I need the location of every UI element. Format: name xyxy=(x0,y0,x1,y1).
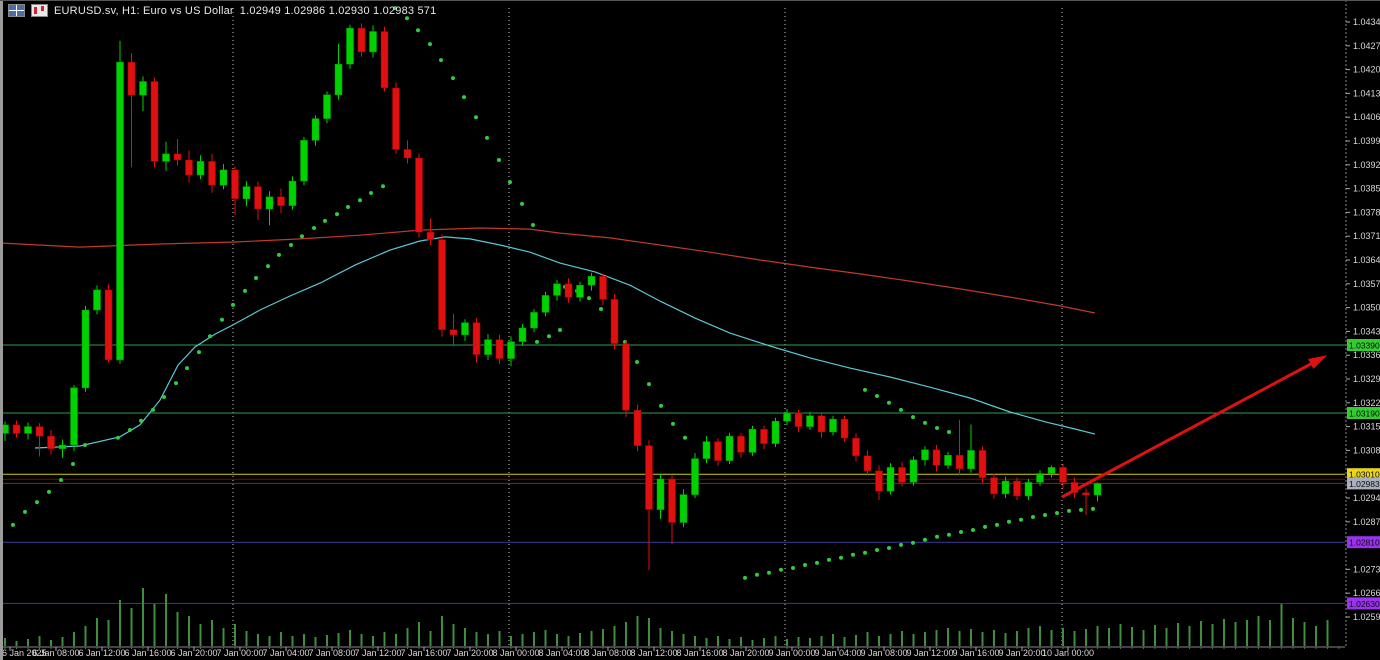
svg-text:1.03150: 1.03150 xyxy=(1353,422,1380,432)
price-badge xyxy=(1347,339,1380,351)
svg-text:1.03920: 1.03920 xyxy=(1353,160,1380,170)
time-label: 9 Jan 16:00 xyxy=(952,648,999,658)
price-badge xyxy=(1347,477,1380,490)
svg-text:1.03500: 1.03500 xyxy=(1353,303,1380,313)
time-label: 8 Jan 20:00 xyxy=(722,648,769,658)
price-badge xyxy=(1347,597,1380,610)
symbol-title: EURUSD.sv, H1: Euro vs US Dollar xyxy=(54,4,234,17)
svg-text:1.02590: 1.02590 xyxy=(1353,612,1380,622)
time-label: 7 Jan 16:00 xyxy=(400,648,447,658)
price-badge xyxy=(1347,468,1380,481)
svg-text:1.02983: 1.02983 xyxy=(1349,479,1380,489)
candlestick-series xyxy=(1,23,1102,571)
candlestick-icon[interactable] xyxy=(31,4,48,17)
svg-text:1.03220: 1.03220 xyxy=(1353,398,1380,408)
time-label: 7 Jan 20:00 xyxy=(446,648,493,658)
time-label: 9 Jan 08:00 xyxy=(860,648,907,658)
sar-dots xyxy=(11,6,1095,580)
svg-text:1.04130: 1.04130 xyxy=(1353,88,1380,98)
svg-text:1.03080: 1.03080 xyxy=(1353,445,1380,455)
svg-text:1.03990: 1.03990 xyxy=(1353,136,1380,146)
volume-series xyxy=(4,588,1329,646)
svg-text:1.04270: 1.04270 xyxy=(1353,41,1380,51)
price-badge xyxy=(1347,536,1380,549)
time-label: 10 Jan 00:00 xyxy=(1042,648,1094,658)
svg-text:1.03850: 1.03850 xyxy=(1353,184,1380,194)
svg-text:1.03710: 1.03710 xyxy=(1353,231,1380,241)
svg-text:1.02940: 1.02940 xyxy=(1353,493,1380,503)
svg-text:1.02870: 1.02870 xyxy=(1353,517,1380,527)
chart-title-bar: EURUSD.sv, H1: Euro vs US Dollar 1.02949… xyxy=(8,4,436,17)
svg-text:1.02730: 1.02730 xyxy=(1353,564,1380,574)
svg-text:1.03290: 1.03290 xyxy=(1353,374,1380,384)
time-label: 7 Jan 08:00 xyxy=(308,648,355,658)
time-label: 7 Jan 12:00 xyxy=(354,648,401,658)
time-label: 9 Jan 00:00 xyxy=(768,648,815,658)
ma-fast-line xyxy=(34,236,1096,449)
time-label: 6 Jan 20:00 xyxy=(170,648,217,658)
time-label: 8 Jan 08:00 xyxy=(584,648,631,658)
svg-text:1.02810: 1.02810 xyxy=(1349,538,1380,548)
svg-text:1.04340: 1.04340 xyxy=(1353,17,1380,27)
svg-text:1.04060: 1.04060 xyxy=(1353,112,1380,122)
svg-text:1.03640: 1.03640 xyxy=(1353,255,1380,265)
svg-text:1.02630: 1.02630 xyxy=(1349,599,1380,609)
window-left-border xyxy=(0,0,3,660)
time-label: 7 Jan 00:00 xyxy=(216,648,263,658)
trend-arrow xyxy=(1061,355,1328,499)
time-label: 6 Jan 08:00 xyxy=(32,648,79,658)
svg-text:1.04200: 1.04200 xyxy=(1353,65,1380,75)
window-top-border xyxy=(0,0,1380,1)
svg-text:1.03010: 1.03010 xyxy=(1349,470,1380,480)
svg-text:1.03360: 1.03360 xyxy=(1353,350,1380,360)
time-label: 6 Jan 16:00 xyxy=(124,648,171,658)
time-label: 8 Jan 12:00 xyxy=(630,648,677,658)
time-label: 8 Jan 04:00 xyxy=(538,648,585,658)
time-label: 8 Jan 16:00 xyxy=(676,648,723,658)
time-label: 7 Jan 04:00 xyxy=(262,648,309,658)
time-label: 9 Jan 04:00 xyxy=(814,648,861,658)
svg-text:1.03430: 1.03430 xyxy=(1353,326,1380,336)
grid-icon[interactable] xyxy=(8,4,25,17)
time-label: 8 Jan 00:00 xyxy=(492,648,539,658)
price-axis: 1.04340 1.04270 1.04200 1.04130 1.04060 1.039… xyxy=(1346,17,1380,622)
ma-slow-line xyxy=(0,227,1096,314)
ohlcv-readout: 1.02949 1.02986 1.02930 1.02983 571 xyxy=(239,4,437,17)
time-label: 9 Jan 20:00 xyxy=(998,648,1045,658)
svg-text:1.03390: 1.03390 xyxy=(1349,341,1380,351)
svg-text:1.03190: 1.03190 xyxy=(1349,409,1380,419)
time-label: 6 Jan 12:00 xyxy=(78,648,125,658)
svg-text:1.03570: 1.03570 xyxy=(1353,279,1380,289)
time-label: 6 Jan 2025 xyxy=(2,648,47,658)
svg-text:1.02660: 1.02660 xyxy=(1353,588,1380,598)
price-badge xyxy=(1347,407,1380,419)
svg-text:1.03780: 1.03780 xyxy=(1353,207,1380,217)
time-label: 9 Jan 12:00 xyxy=(906,648,953,658)
